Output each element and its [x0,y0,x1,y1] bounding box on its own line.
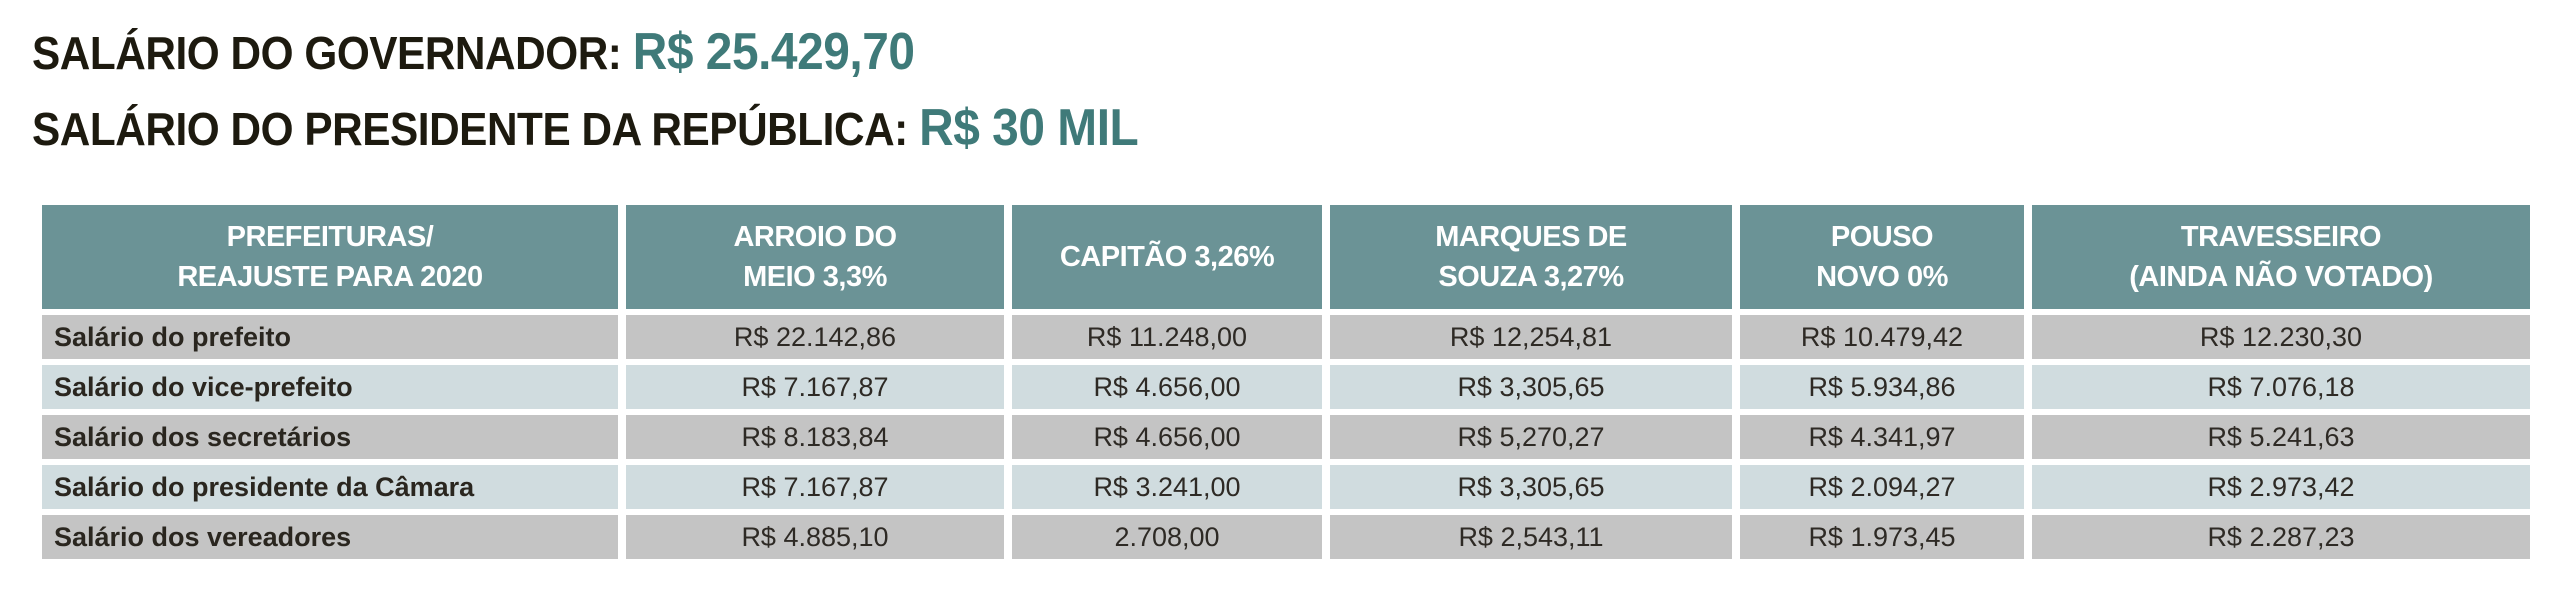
salary-cell: R$ 5.934,86 [1740,365,2024,409]
salary-cell: R$ 7.167,87 [626,365,1004,409]
row-label: Salário do vice-prefeito [42,365,618,409]
row-label: Salário do prefeito [42,315,618,359]
salary-cell: R$ 7.167,87 [626,465,1004,509]
header-prefeituras: PREFEITURAS/REAJUSTE PARA 2020 [42,205,618,309]
salary-cell: R$ 22.142,86 [626,315,1004,359]
table-header-row: PREFEITURAS/REAJUSTE PARA 2020 ARROIO DO… [42,205,2530,309]
salary-cell: R$ 2.094,27 [1740,465,2024,509]
salary-cell: R$ 7.076,18 [2032,365,2530,409]
header-marques-de-souza: MARQUES DE SOUZA 3,27% [1330,205,1732,309]
table-row: Salário do vice-prefeito R$ 7.167,87 R$ 4.… [42,365,2530,409]
salary-cell: R$ 5,270,27 [1330,415,1732,459]
salary-cell: R$ 3,305,65 [1330,365,1732,409]
table-row: Salário do prefeito R$ 22.142,86 R$ 11.248… [42,315,2530,359]
row-label: Salário do presidente da Câmara [42,465,618,509]
governor-salary-label: SALÁRIO DO GOVERNADOR: [32,27,622,79]
salary-cell: R$ 2.287,23 [2032,515,2530,559]
header-pouso-novo: POUSO NOVO 0% [1740,205,2024,309]
governor-salary-title: SALÁRIO DO GOVERNADOR: R$ 25.429,70 [32,22,915,82]
salary-cell: R$ 12.230,30 [2032,315,2530,359]
salary-table: PREFEITURAS/REAJUSTE PARA 2020 ARROIO DO… [34,199,2538,565]
salary-cell: R$ 3.241,00 [1012,465,1322,509]
salary-cell: R$ 5.241,63 [2032,415,2530,459]
salary-cell: R$ 4.656,00 [1012,365,1322,409]
salary-cell: R$ 4.885,10 [626,515,1004,559]
salary-cell: R$ 4.656,00 [1012,415,1322,459]
president-salary-label: SALÁRIO DO PRESIDENTE DA REPÚBLICA: [32,103,908,155]
header-capitao: CAPITÃO 3,26% [1012,205,1322,309]
salary-cell: R$ 11.248,00 [1012,315,1322,359]
salary-cell: R$ 12,254,81 [1330,315,1732,359]
header-arroio-do-meio: ARROIO DO MEIO 3,3% [626,205,1004,309]
row-label: Salário dos secretários [42,415,618,459]
president-salary-title: SALÁRIO DO PRESIDENTE DA REPÚBLICA: R$ 3… [32,98,1139,158]
salary-cell: R$ 3,305,65 [1330,465,1732,509]
salary-cell: R$ 8.183,84 [626,415,1004,459]
governor-salary-value: R$ 25.429,70 [632,23,915,81]
salary-cell: R$ 4.341,97 [1740,415,2024,459]
table-row: Salário dos vereadores R$ 4.885,10 2.708,0… [42,515,2530,559]
president-salary-value: R$ 30 MIL [919,99,1139,157]
salary-cell: R$ 1.973,45 [1740,515,2024,559]
table-row: Salário do presidente da Câmara R$ 7.167,… [42,465,2530,509]
salary-cell: R$ 2.973,42 [2032,465,2530,509]
header-travesseiro: TRAVESSEIRO (AINDA NÃO VOTADO) [2032,205,2530,309]
salary-cell: 2.708,00 [1012,515,1322,559]
salary-cell: R$ 2,543,11 [1330,515,1732,559]
row-label: Salário dos vereadores [42,515,618,559]
table-row: Salário dos secretários R$ 8.183,84 R$ 4.6… [42,415,2530,459]
salary-cell: R$ 10.479,42 [1740,315,2024,359]
